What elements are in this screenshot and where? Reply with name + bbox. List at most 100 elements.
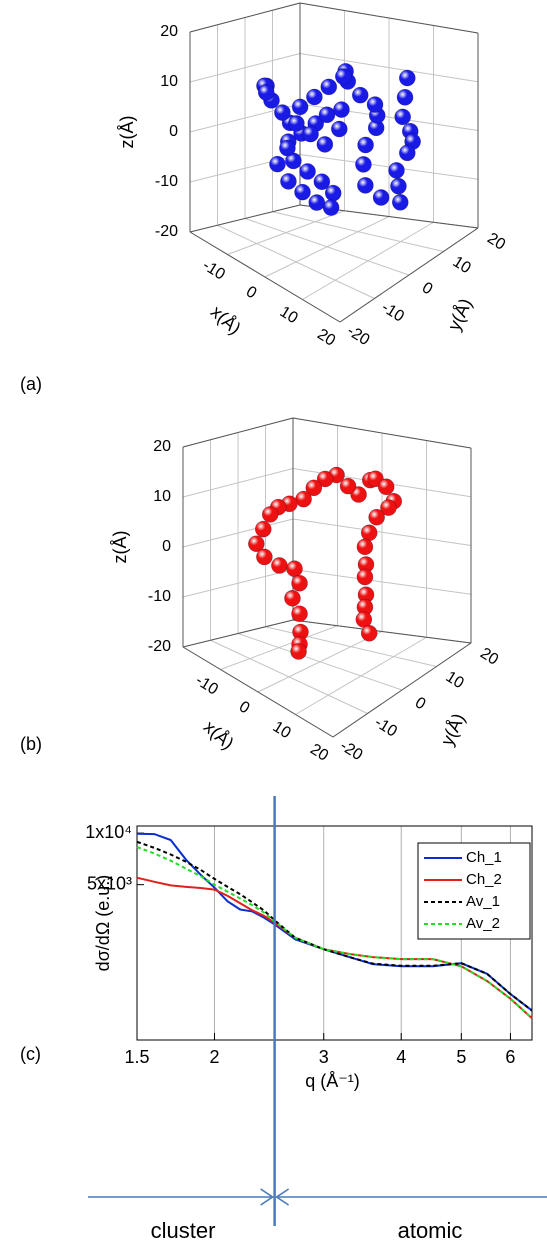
box-edge [189, 2, 301, 33]
atom [357, 177, 374, 194]
x-grid-line [302, 221, 434, 300]
x-grid-line [220, 625, 338, 670]
x-grid-line [257, 631, 383, 693]
atom [290, 643, 307, 660]
atom [306, 88, 323, 106]
atom [248, 535, 265, 553]
x-tick-label: 5 [456, 1047, 466, 1067]
box-edge [182, 619, 294, 648]
x-tick-label: -10 [199, 257, 228, 284]
atom [291, 605, 308, 623]
atom [280, 173, 297, 190]
y-axis-label: dσ/dΩ (e.u.) [93, 875, 113, 972]
y-tick-label: 20 [484, 230, 508, 254]
y-tick-label: 10 [443, 668, 467, 692]
z-tick-label: 20 [153, 438, 171, 455]
x-axis-label: x(Å) [207, 302, 245, 339]
box-edge [299, 2, 479, 34]
z-tick-label: -20 [148, 638, 171, 655]
arrow-head [275, 1188, 290, 1206]
atom [286, 560, 303, 578]
z-tick-label: 10 [160, 73, 178, 90]
atom [333, 101, 350, 118]
z-tick-label: 20 [160, 23, 178, 40]
atom [256, 548, 273, 566]
legend-label: Av_1 [466, 893, 500, 910]
atom [357, 136, 374, 154]
plot-frame [136, 825, 533, 1041]
atom [305, 479, 323, 497]
atom [269, 155, 286, 173]
atom [377, 478, 395, 496]
atom [316, 136, 334, 153]
y-tick-label: -10 [371, 714, 400, 741]
x-axis-label: x(Å) [200, 717, 238, 754]
z-tick-label: -20 [155, 223, 178, 240]
panel-label: (a) [20, 374, 42, 394]
atom [320, 78, 338, 96]
x-grid-line [227, 210, 345, 255]
atom [368, 508, 385, 526]
x-tick-label: 0 [243, 283, 260, 302]
atom [299, 163, 316, 180]
y-axis-label: y(Å) [437, 710, 469, 748]
x-tick-label: -10 [192, 672, 221, 699]
x-tick-label: 2 [209, 1047, 219, 1067]
atom [291, 98, 309, 116]
region-label: atomic [398, 1218, 463, 1243]
box-edge [339, 227, 479, 323]
y-tick-label: 10 [450, 253, 474, 277]
legend-label: Av_2 [466, 915, 500, 932]
atom [366, 96, 384, 113]
box-edge [189, 204, 301, 233]
panel-label: (c) [20, 1044, 41, 1064]
y-tick-label: 0 [412, 694, 429, 713]
x-tick-label: 6 [505, 1047, 515, 1067]
atom [356, 568, 374, 586]
atom [372, 189, 390, 206]
atom [302, 125, 319, 143]
atom [398, 69, 416, 87]
atom [356, 538, 374, 556]
x-tick-label: 0 [236, 698, 253, 717]
legend-label: Ch_1 [466, 849, 502, 866]
atom [291, 574, 308, 592]
atom [396, 89, 414, 106]
y-tick-label: -20 [337, 737, 366, 764]
atom [339, 477, 357, 495]
y-tick-label: -10 [378, 299, 407, 326]
atom [271, 557, 288, 574]
arrow-head [260, 1188, 275, 1206]
z-axis-label: z(Å) [117, 116, 137, 149]
z-tick-label: -10 [148, 588, 171, 605]
y-tick-label: 1x10⁴ [85, 822, 132, 842]
y-tick-label: 0 [419, 279, 436, 298]
atom [274, 104, 291, 121]
x-tick-label: 1.5 [124, 1047, 149, 1067]
atom [313, 173, 331, 191]
atom [360, 524, 378, 542]
x-tick-label: 10 [270, 718, 294, 742]
atom [360, 624, 378, 642]
region-label: cluster [151, 1218, 216, 1243]
panel-label: (b) [20, 734, 42, 754]
y-tick-label: 5x10³ [87, 873, 132, 893]
y-tick-label: -20 [344, 322, 373, 349]
atom [261, 506, 279, 523]
x-grid-line [264, 216, 390, 278]
y-axis-label: y(Å) [444, 295, 476, 333]
box-edge [292, 619, 472, 644]
x-tick-label: 10 [277, 303, 301, 327]
atom [295, 490, 312, 508]
atom [316, 470, 334, 488]
legend-label: Ch_2 [466, 871, 502, 888]
atom [388, 162, 405, 179]
z-tick-label: 0 [162, 538, 171, 555]
box-edge [332, 642, 472, 738]
atom [318, 106, 336, 124]
x-tick-label: 20 [314, 326, 338, 350]
atom [294, 183, 311, 201]
x-tick-label: 4 [396, 1047, 406, 1067]
